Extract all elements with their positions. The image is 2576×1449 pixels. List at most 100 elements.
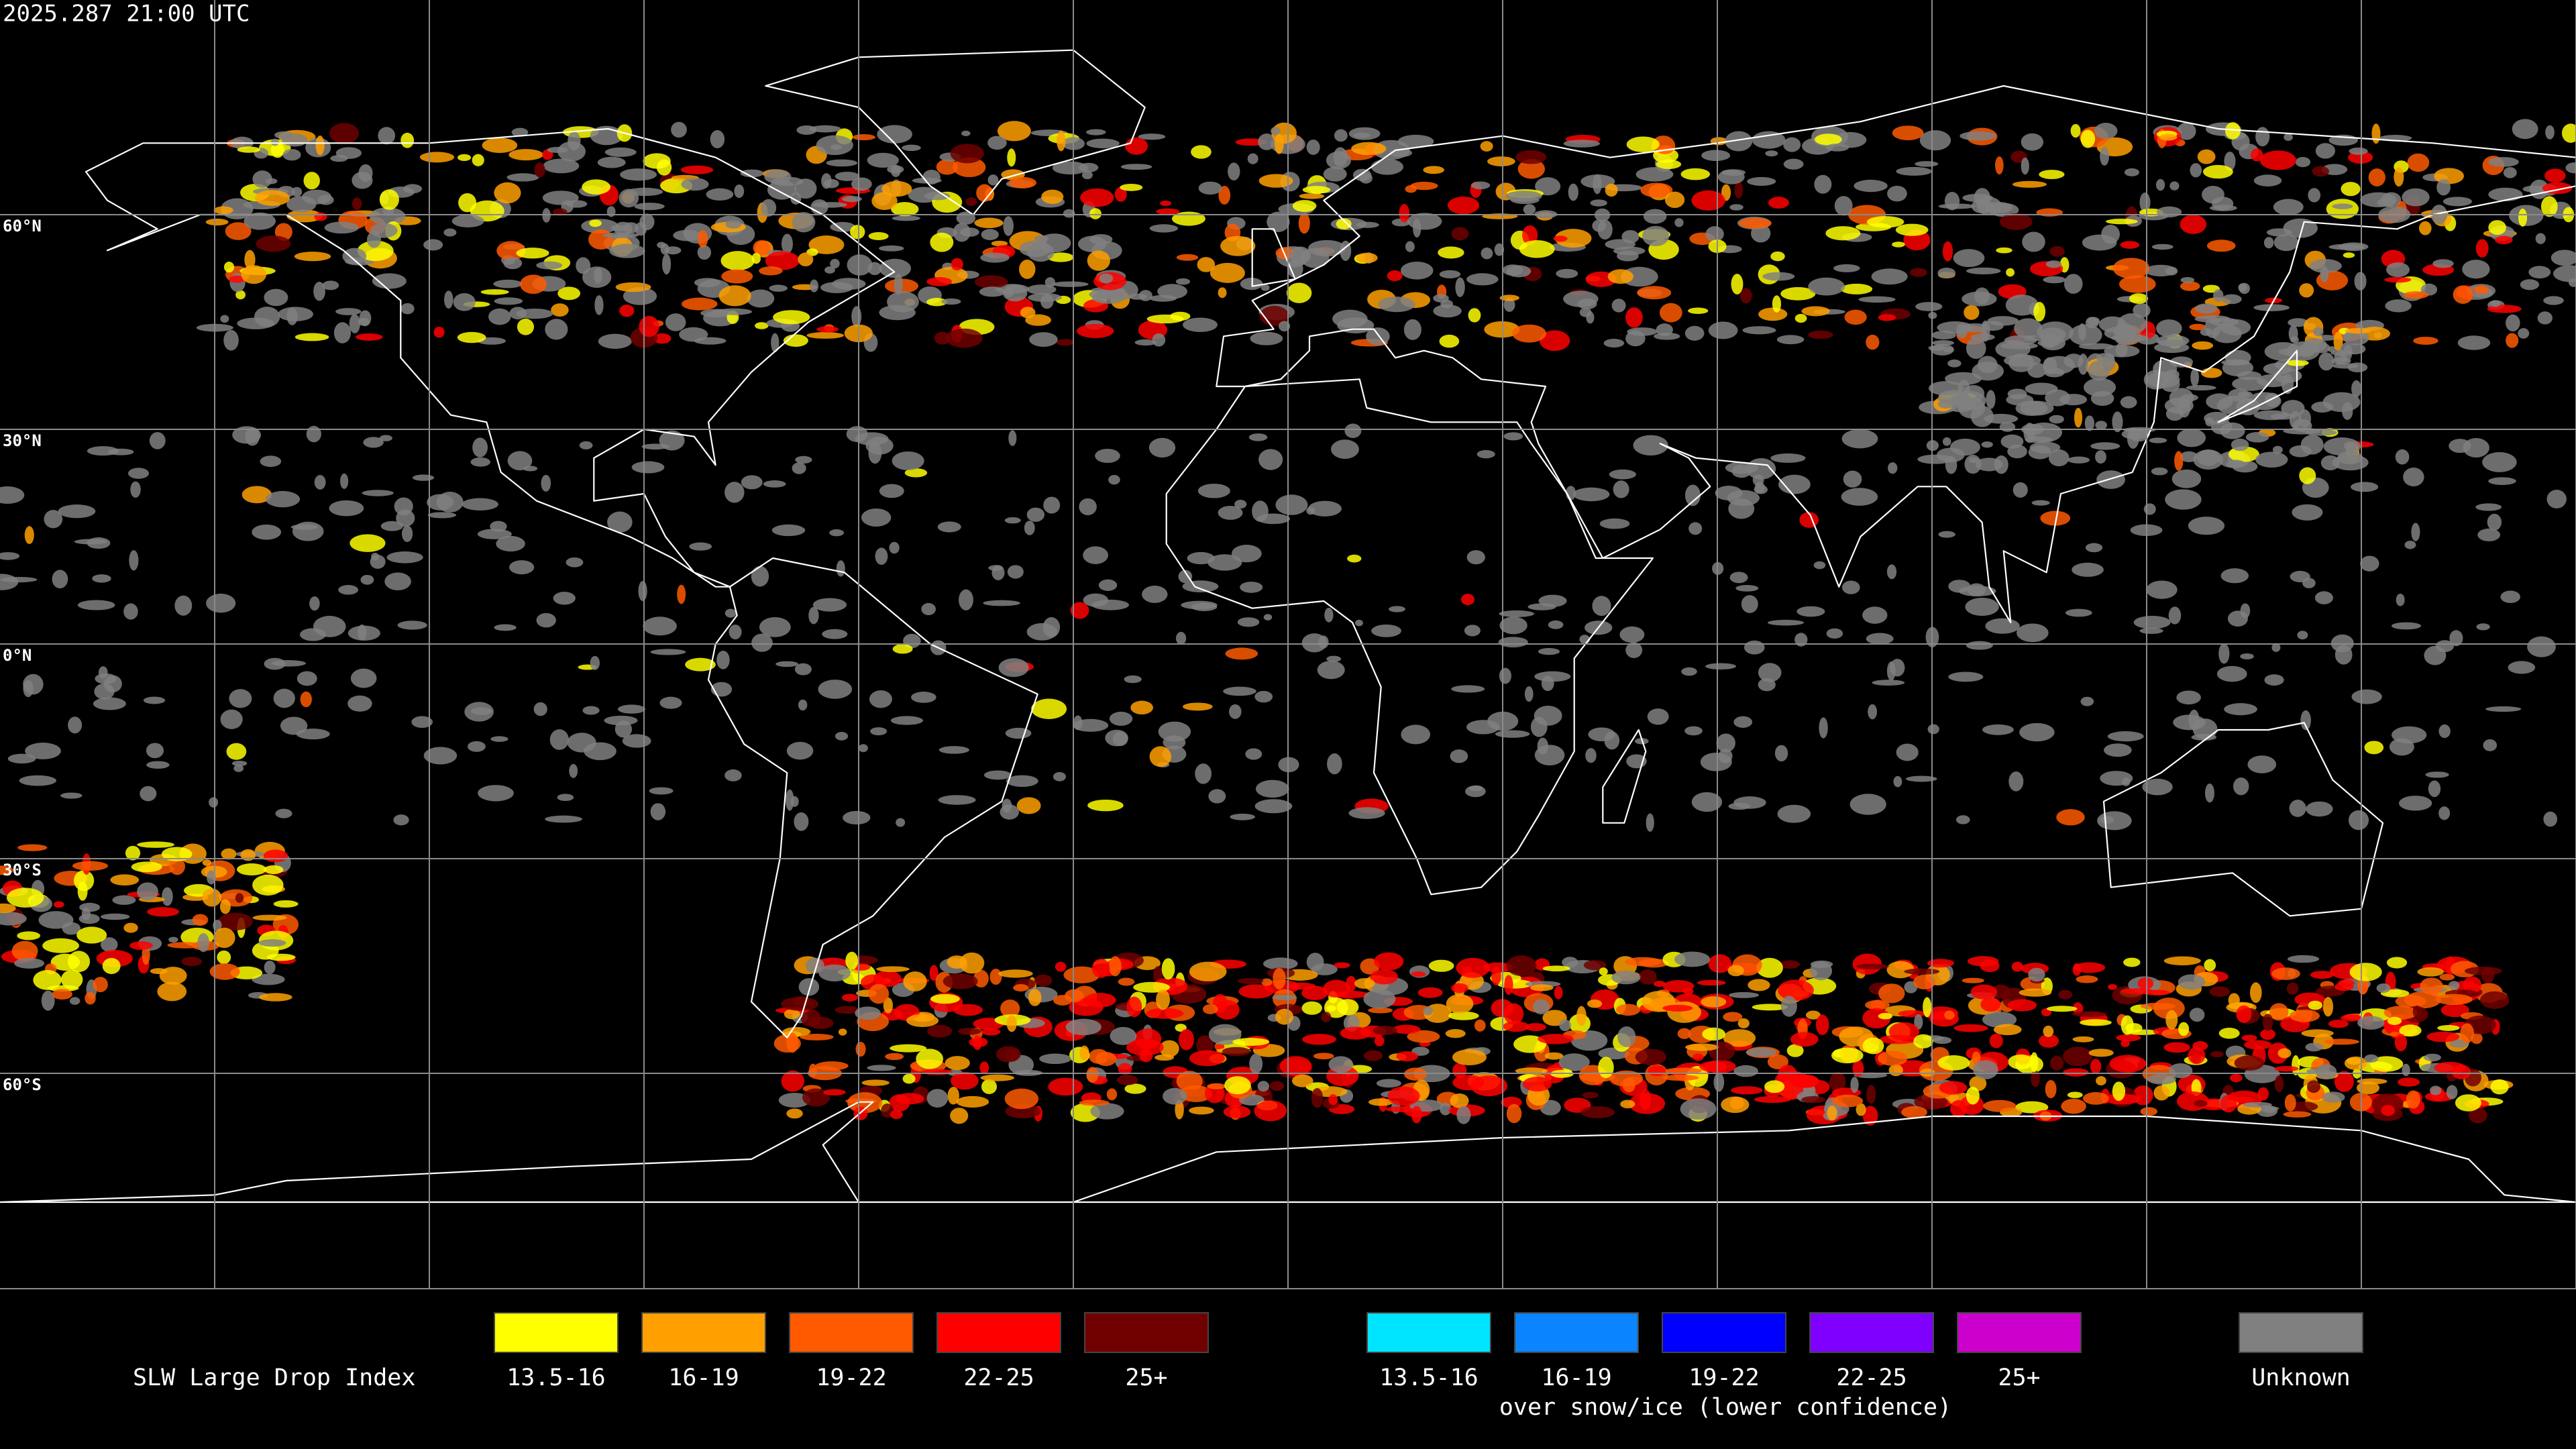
- cloud-patch: [2213, 289, 2224, 303]
- cloud-patch: [2344, 1056, 2367, 1071]
- cloud-patch: [7, 888, 44, 908]
- cloud-patch: [2434, 168, 2464, 184]
- cloud-patch: [889, 541, 900, 554]
- cloud-patch: [1208, 1024, 1242, 1045]
- cloud-patch: [1919, 130, 1951, 151]
- cloud-patch: [1582, 1091, 1599, 1099]
- cloud-patch: [2224, 122, 2241, 140]
- cloud-patch: [639, 213, 655, 231]
- cloud-patch: [342, 248, 367, 265]
- cloud-patch: [1450, 1093, 1469, 1108]
- cloud-patch: [2220, 1095, 2237, 1113]
- cloud-patch: [579, 441, 593, 449]
- cloud-patch: [1961, 323, 1990, 333]
- cloud-patch: [1849, 794, 1886, 815]
- cloud-patch: [1086, 1067, 1099, 1083]
- cloud-patch: [1680, 1098, 1717, 1120]
- cloud-patch: [19, 775, 57, 786]
- legend-label: 13.5-16: [1379, 1364, 1479, 1391]
- cloud-patch: [2503, 167, 2517, 178]
- cloud-patch: [961, 130, 971, 136]
- cloud-patch: [1091, 291, 1126, 304]
- cloud-patch: [1542, 965, 1570, 972]
- cloud-patch: [467, 741, 486, 752]
- cloud-patch: [912, 177, 942, 184]
- cloud-patch: [1553, 235, 1568, 242]
- cloud-patch: [1025, 314, 1051, 326]
- cloud-patch: [2425, 771, 2449, 778]
- cloud-patch: [1945, 455, 1957, 474]
- cloud-patch: [2328, 244, 2365, 250]
- coastline: [1165, 378, 1654, 896]
- cloud-patch: [2112, 1081, 2126, 1102]
- cloud-patch: [2384, 276, 2412, 283]
- coastline: [1251, 228, 1296, 287]
- cloud-patch: [1351, 142, 1387, 156]
- cloud-patch: [641, 443, 669, 450]
- cloud-patch: [1729, 204, 1743, 211]
- cloud-patch: [79, 902, 101, 912]
- cloud-patch: [1865, 1000, 1890, 1010]
- cloud-patch: [557, 794, 574, 802]
- cloud-patch: [1659, 303, 1682, 323]
- cloud-patch: [1927, 959, 1955, 968]
- cloud-patch: [1999, 213, 2033, 230]
- cloud-patch: [2188, 517, 2225, 535]
- cloud-patch: [2247, 392, 2282, 411]
- cloud-patch: [1754, 1095, 1791, 1104]
- cloud-patch: [781, 1070, 805, 1092]
- cloud-patch: [1872, 680, 1905, 686]
- cloud-patch: [192, 914, 209, 926]
- cloud-patch: [689, 542, 712, 551]
- cloud-patch: [2112, 258, 2150, 279]
- cloud-patch: [883, 997, 893, 1014]
- cloud-patch: [1603, 339, 1625, 348]
- cloud-patch: [1938, 531, 1955, 538]
- cloud-patch: [1701, 150, 1731, 161]
- cloud-patch: [1392, 1024, 1421, 1034]
- cloud-patch: [1183, 317, 1218, 332]
- cloud-patch: [697, 245, 712, 260]
- cloud-patch: [1933, 1036, 1952, 1044]
- cloud-patch: [352, 197, 362, 211]
- legend-swatch: [1514, 1312, 1639, 1353]
- cloud-patch: [1723, 1012, 1743, 1022]
- cloud-patch: [2290, 336, 2299, 343]
- cloud-patch: [1611, 970, 1641, 985]
- cloud-patch: [296, 729, 330, 740]
- cloud-patch: [2273, 199, 2304, 215]
- cloud-patch: [2021, 157, 2029, 175]
- cloud-patch: [245, 427, 260, 446]
- cloud-patch: [2095, 421, 2107, 430]
- cloud-patch: [2354, 272, 2367, 291]
- cloud-patch: [892, 644, 913, 654]
- cloud-patch: [1237, 977, 1264, 984]
- cloud-patch: [1498, 637, 1528, 648]
- cloud-patch: [1125, 137, 1148, 155]
- cloud-patch: [614, 221, 633, 236]
- cloud-patch: [252, 914, 287, 921]
- cloud-patch: [1007, 565, 1024, 579]
- cloud-patch: [1534, 671, 1571, 682]
- cloud-patch: [1534, 745, 1565, 765]
- cloud-patch: [1797, 1075, 1819, 1088]
- cloud-patch: [2360, 555, 2379, 572]
- cloud-patch: [2165, 266, 2178, 276]
- cloud-patch: [2357, 1016, 2385, 1030]
- cloud-patch: [1794, 633, 1808, 647]
- cloud-patch: [2012, 482, 2028, 498]
- cloud-patch: [38, 911, 74, 929]
- cloud-patch: [2224, 703, 2257, 716]
- cloud-patch: [1232, 1038, 1269, 1046]
- cloud-patch: [349, 314, 360, 333]
- cloud-patch: [2033, 301, 2046, 322]
- cloud-patch: [2345, 327, 2371, 334]
- cloud-patch: [1972, 362, 2004, 381]
- cloud-patch: [981, 229, 999, 241]
- cloud-patch: [2122, 777, 2131, 786]
- cloud-patch: [1148, 437, 1176, 458]
- cloud-patch: [2337, 451, 2363, 465]
- cloud-patch: [1079, 1099, 1110, 1106]
- cloud-patch: [582, 179, 610, 195]
- cloud-patch: [235, 893, 244, 903]
